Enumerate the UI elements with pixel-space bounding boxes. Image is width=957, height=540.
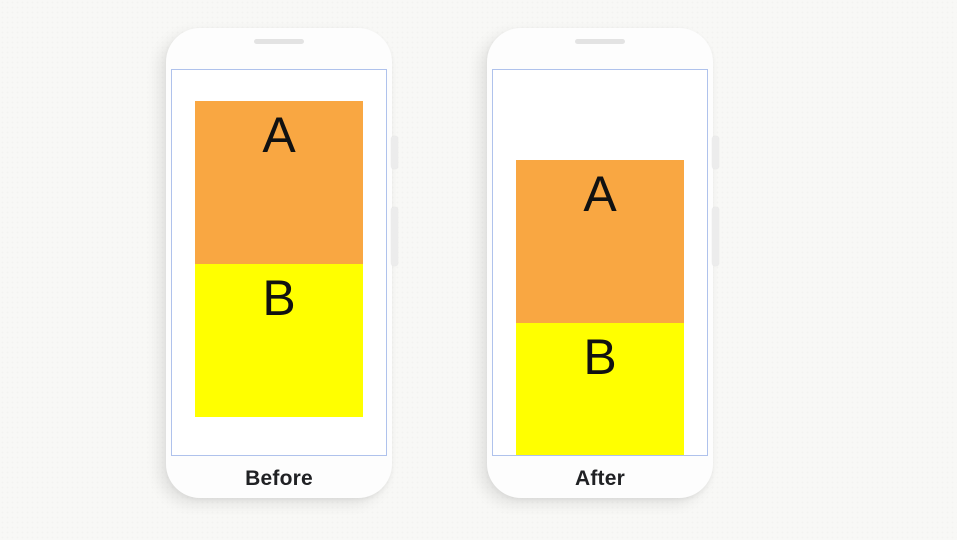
content-block-b: B [516,323,684,455]
phone-screen-after: A B [492,69,708,456]
phone-speaker-icon [254,39,304,44]
caption-after: After [574,467,625,490]
phone-screen-before: A B [171,69,387,456]
power-button-icon [712,136,719,169]
power-button-icon [391,136,398,169]
block-a-label: A [583,166,617,222]
phone-mockup-before: A B Before [166,28,398,498]
block-b-label: B [583,329,617,385]
phone-mockup-after: A B After [487,28,719,498]
block-b-label: B [262,270,296,326]
block-a-label: A [262,107,296,163]
phone-speaker-icon [575,39,625,44]
volume-button-icon [712,207,719,266]
content-block-b: B [195,264,363,417]
content-block-a: A [516,160,684,323]
content-block-a: A [195,101,363,264]
volume-button-icon [391,207,398,266]
caption-before: Before [245,467,313,490]
